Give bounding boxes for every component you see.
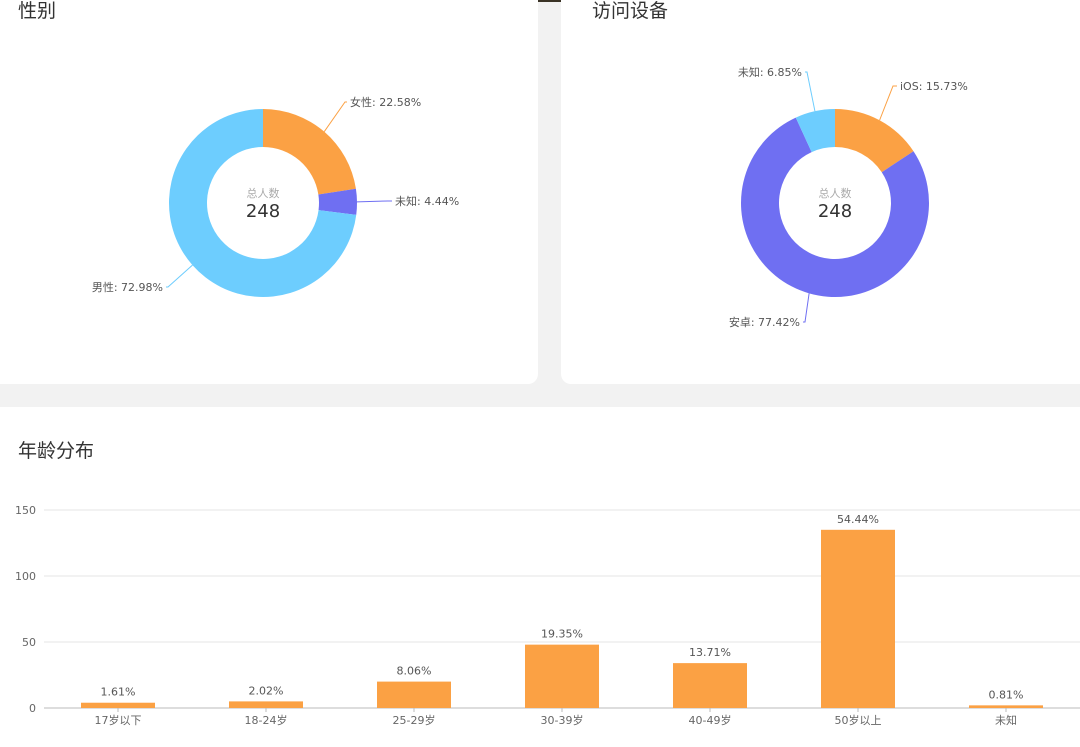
leader-line-0	[879, 85, 897, 121]
center-total-value: 248	[818, 201, 852, 222]
leader-line-2	[166, 264, 193, 288]
bar-6	[969, 705, 1043, 708]
x-tick-label-0: 17岁以下	[95, 713, 142, 727]
slice-label-1: 安卓: 77.42%	[729, 315, 800, 329]
y-tick-label-2: 100	[15, 570, 36, 583]
leader-line-1	[803, 293, 810, 323]
age-title: 年龄分布	[18, 440, 95, 462]
x-tick-label-3: 30-39岁	[541, 713, 584, 727]
device-title: 访问设备	[592, 0, 669, 22]
donut-slice-0	[263, 109, 356, 195]
gender-card	[0, 0, 538, 384]
x-tick-label-6: 未知	[995, 713, 1017, 727]
donut-slice-1	[318, 188, 357, 215]
bar-0	[81, 702, 155, 708]
bar-data-label-4: 13.71%	[689, 646, 731, 659]
y-tick-label-0: 0	[29, 702, 36, 715]
leader-line-1	[356, 200, 392, 203]
leader-line-2	[805, 71, 816, 112]
y-tick-label-3: 150	[15, 504, 36, 517]
bar-2	[377, 681, 451, 708]
x-tick-label-2: 25-29岁	[393, 713, 436, 727]
bar-data-label-0: 1.61%	[101, 686, 136, 699]
slice-label-1: 未知: 4.44%	[395, 194, 459, 208]
donut-slice-0	[835, 109, 914, 173]
bar-data-label-3: 19.35%	[541, 628, 583, 641]
bar-data-label-1: 2.02%	[249, 684, 284, 697]
slice-label-0: iOS: 15.73%	[900, 80, 968, 93]
bar-3	[525, 644, 599, 708]
slice-label-0: 女性: 22.58%	[350, 95, 421, 109]
donut-slice-1	[741, 117, 929, 298]
age-bar-chart: 0 50 100 150 1.61% 17岁以下 2.02% 18-24岁 8.06% 25-29…	[15, 504, 1080, 727]
leader-line-0	[323, 101, 347, 132]
gender-title: 性别	[18, 0, 57, 22]
slice-label-2: 男性: 72.98%	[92, 280, 163, 294]
bar-data-label-5: 54.44%	[837, 513, 879, 526]
x-tick-label-4: 40-49岁	[689, 713, 732, 727]
center-total-label: 总人数	[819, 186, 852, 200]
bar-4	[673, 663, 747, 708]
center-total-value: 248	[246, 201, 280, 222]
donut-slice-2	[795, 109, 835, 153]
x-tick-label-1: 18-24岁	[245, 713, 288, 727]
window-top-border	[0, 0, 1080, 2]
center-total-label: 总人数	[247, 186, 280, 200]
y-tick-label-1: 50	[22, 636, 36, 649]
bar-data-label-6: 0.81%	[989, 688, 1024, 701]
device-card	[561, 0, 1080, 384]
bar-5	[821, 529, 895, 708]
bar-data-label-2: 8.06%	[397, 665, 432, 678]
bar-1	[229, 701, 303, 708]
donut-slice-2	[168, 109, 357, 297]
slice-label-2: 未知: 6.85%	[738, 65, 802, 79]
x-tick-label-5: 50岁以上	[835, 713, 882, 727]
